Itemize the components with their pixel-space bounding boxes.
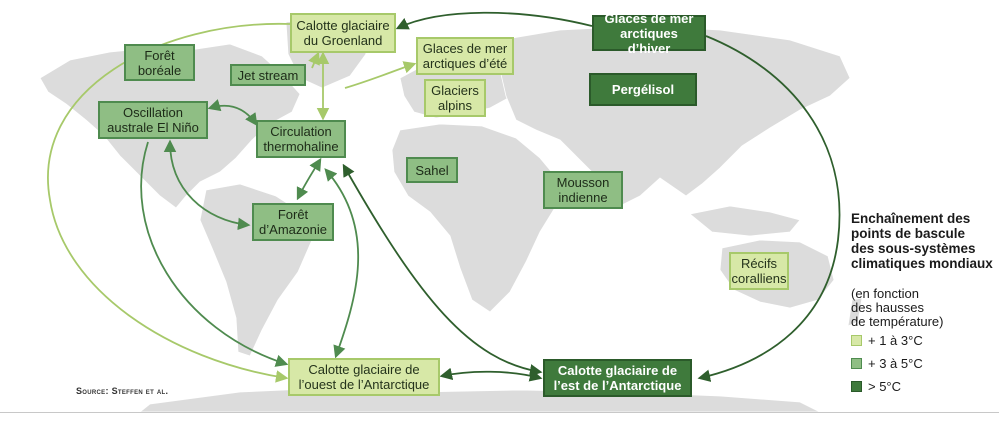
node-antarctique-ouest: Calotte glaciaire de l’ouest de l’Antarc… <box>288 358 440 396</box>
node-jet-stream: Jet stream <box>230 64 306 86</box>
arrow-glaces-hiver-antarctique-est <box>697 35 841 382</box>
legend-swatch-level-1 <box>851 334 862 346</box>
arrow-elnino-circulation <box>207 99 258 127</box>
arrow-elnino-antarctique-ouest <box>140 141 289 367</box>
arrow-groenland-glaces-ete <box>344 61 417 89</box>
legend-item: + 1 à 3°C <box>851 332 923 348</box>
connections <box>47 11 841 383</box>
new-zealand-shape <box>847 297 863 327</box>
legend-label: > 5°C <box>868 378 902 394</box>
source-credit: Source: Steffen et al. <box>76 386 169 396</box>
legend-label: + 1 à 3°C <box>868 332 923 348</box>
arrow-circulation-antarctique-est <box>342 163 543 377</box>
arrow-groenland-to-antarctique-ouest <box>47 23 291 383</box>
node-glaces-ete: Glaces de mer arctiques d’été <box>416 37 514 75</box>
node-sahel: Sahel <box>406 157 458 183</box>
arrow-antarctique-ouest-est <box>439 367 543 382</box>
arrow-circulation-amazonie <box>296 157 322 201</box>
legend-item: > 5°C <box>851 378 902 394</box>
antarctica-shape <box>138 387 821 413</box>
node-groenland: Calotte glaciaire du Groenland <box>290 13 396 53</box>
africa-shape <box>391 123 561 313</box>
legend-title: Enchaînement des points de bascule des s… <box>851 211 993 271</box>
node-amazonie: Forêt d’Amazonie <box>252 203 334 241</box>
legend-subtitle: (en fonction des hausses de température) <box>851 286 944 329</box>
legend-swatch-level-2 <box>851 357 862 369</box>
node-circulation: Circulation thermohaline <box>256 120 346 158</box>
node-recifs: Récifs coralliens <box>729 252 789 290</box>
node-antarctique-est: Calotte glaciaire de l’est de l’Antarcti… <box>543 359 692 397</box>
node-glaces-hiver: Glaces de mer arctiques d’hiver <box>592 11 706 56</box>
arrow-jetstream-groenland <box>308 51 320 69</box>
node-mousson: Mousson indienne <box>543 171 623 209</box>
node-pergelisol: Pergélisol <box>589 73 697 106</box>
node-el-nino: Oscillation australe El Niño <box>98 101 208 139</box>
arrow-circulation-antarctique-ouest <box>324 168 360 359</box>
node-glaciers-alpins: Glaciers alpins <box>424 79 486 117</box>
asia-shape <box>499 25 851 207</box>
legend-item: + 3 à 5°C <box>851 355 923 371</box>
indonesia-shape <box>689 205 801 237</box>
legend-swatch-level-3 <box>851 380 862 392</box>
legend-label: + 3 à 5°C <box>868 355 923 371</box>
node-foret-boreale: Forêt boréale <box>124 44 195 81</box>
arrow-elnino-amazonie <box>163 139 251 231</box>
bottom-divider <box>0 412 999 413</box>
arrow-glaces-hiver-groenland <box>395 11 593 30</box>
